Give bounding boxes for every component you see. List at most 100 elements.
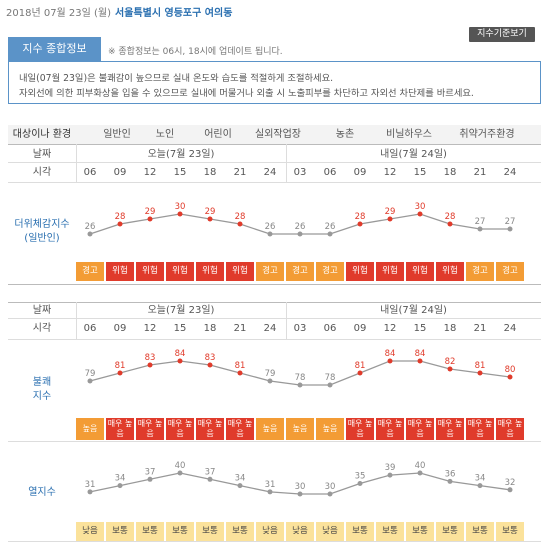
di-value-3: 84 [175, 349, 186, 359]
levels1-badge-10: 위험 [376, 262, 404, 281]
t1-time-9: 09 [353, 167, 367, 178]
target-label: 대상이나 환경 [12, 129, 72, 140]
sh-value-10: 29 [385, 207, 396, 217]
di-value-1: 81 [115, 361, 126, 371]
t2-time-7: 03 [293, 323, 307, 334]
t1-time-1: 09 [113, 167, 127, 178]
discomfort-label-2: 지수 [32, 391, 52, 402]
levels2-badge-8: 높음 [316, 418, 344, 440]
di-value-9: 81 [355, 361, 366, 371]
di-point-5 [237, 370, 243, 376]
today-label-1: 오늘(7월 23일) [147, 149, 215, 160]
levels1-badge-0: 경고 [76, 262, 104, 281]
levels2-badge-12: 매우 높음 [436, 418, 464, 440]
t1-time-0: 06 [83, 167, 97, 178]
region-text: 서울특별시 영등포구 여의동 [115, 8, 233, 19]
hi-value-10: 39 [385, 463, 396, 473]
levels2-badge-5: 매우 높음 [226, 418, 254, 440]
di-point-12 [447, 366, 453, 372]
di-point-10 [387, 358, 393, 364]
t2-time-0: 06 [83, 323, 97, 334]
di-point-1 [117, 370, 123, 376]
levels1-badge-3: 위험 [166, 262, 194, 281]
hi-point-10 [387, 472, 393, 478]
hi-value-11: 40 [415, 461, 426, 471]
hi-point-13 [477, 483, 483, 489]
t2-time-12: 18 [443, 323, 457, 334]
update-note: ※ 종합정보는 06시, 18시에 업데이트 됩니다. [108, 47, 283, 57]
hi-value-0: 31 [85, 480, 96, 490]
hi-value-12: 36 [445, 469, 456, 479]
levels3-badge-5: 보통 [226, 522, 254, 541]
discomfort-label: 불쾌 지수 [8, 376, 76, 404]
di-point-14 [507, 374, 513, 380]
time-label-2: 시각 [32, 323, 52, 334]
sh-point-12 [447, 221, 453, 227]
di-value-14: 80 [505, 365, 516, 375]
sh-value-12: 28 [445, 212, 456, 222]
hi-point-0 [87, 489, 93, 495]
di-point-7 [297, 382, 303, 388]
hi-value-5: 34 [235, 474, 246, 484]
target-tab-1[interactable]: 노인 [155, 129, 175, 140]
sh-point-14 [507, 226, 513, 232]
standard-button[interactable]: 지수기준보기 [469, 27, 535, 42]
levels1-badge-9: 위험 [346, 262, 374, 281]
sh-value-4: 29 [205, 207, 216, 217]
sensible-heat-label-1: 더위체감지수 [14, 219, 70, 230]
sh-value-8: 26 [325, 222, 336, 232]
sh-point-11 [417, 211, 423, 217]
levels2-badge-11: 매우 높음 [406, 418, 434, 440]
levels3-badge-11: 보통 [406, 522, 434, 541]
sh-point-10 [387, 216, 393, 222]
sh-value-11: 30 [415, 202, 426, 212]
levels1-badge-5: 위험 [226, 262, 254, 281]
hi-value-8: 30 [325, 482, 336, 492]
info-line-2: 자외선에 의한 피부화상을 입을 수 있으므로 실내에 머물거나 외출 시 노출… [19, 88, 474, 99]
levels1-badge-11: 위험 [406, 262, 434, 281]
t1-time-12: 18 [443, 167, 457, 178]
levels3-badge-12: 보통 [436, 522, 464, 541]
hi-value-13: 34 [475, 474, 486, 484]
levels2-badge-3: 매우 높음 [166, 418, 194, 440]
t1-time-10: 12 [383, 167, 397, 178]
levels3-badge-4: 보통 [196, 522, 224, 541]
di-point-13 [477, 370, 483, 376]
levels2-badge-14: 매우 높음 [496, 418, 524, 440]
di-value-4: 83 [205, 353, 216, 363]
di-point-11 [417, 358, 423, 364]
t2-time-10: 12 [383, 323, 397, 334]
di-point-3 [177, 358, 183, 364]
target-tab-6[interactable]: 취약거주환경 [459, 129, 515, 140]
hi-value-14: 32 [505, 478, 516, 488]
t1-time-2: 12 [143, 167, 157, 178]
di-value-2: 83 [145, 353, 156, 363]
target-tab-0[interactable]: 일반인 [103, 129, 131, 140]
sh-point-9 [357, 221, 363, 227]
sh-value-5: 28 [235, 212, 246, 222]
levels3-badge-3: 보통 [166, 522, 194, 541]
sh-point-1 [117, 221, 123, 227]
levels3-badge-8: 낮음 [316, 522, 344, 541]
target-tab-3[interactable]: 실외작업장 [255, 129, 301, 140]
di-point-6 [267, 378, 273, 384]
sh-point-6 [267, 231, 273, 237]
levels2-badge-7: 높음 [286, 418, 314, 440]
hi-value-3: 40 [175, 461, 186, 471]
hi-value-6: 31 [265, 480, 276, 490]
date-location: 2018년 07월 23일 (월) 서울특별시 영등포구 여의동 [6, 4, 232, 19]
hi-point-7 [297, 491, 303, 497]
tab-summary[interactable]: 지수 종합정보 [8, 37, 101, 61]
sh-value-7: 26 [295, 222, 306, 232]
di-point-4 [207, 362, 213, 368]
levels1-badge-14: 경고 [496, 262, 524, 281]
levels1-badge-7: 경고 [286, 262, 314, 281]
target-tab-5[interactable]: 비닐하우스 [386, 129, 432, 140]
levels3-badge-0: 낮음 [76, 522, 104, 541]
t1-time-3: 15 [173, 167, 187, 178]
t1-time-8: 06 [323, 167, 337, 178]
t1-time-6: 24 [263, 167, 277, 178]
target-tab-4[interactable]: 농촌 [335, 129, 355, 140]
target-tab-2[interactable]: 어린이 [204, 129, 232, 140]
levels2-badge-2: 매우 높음 [136, 418, 164, 440]
